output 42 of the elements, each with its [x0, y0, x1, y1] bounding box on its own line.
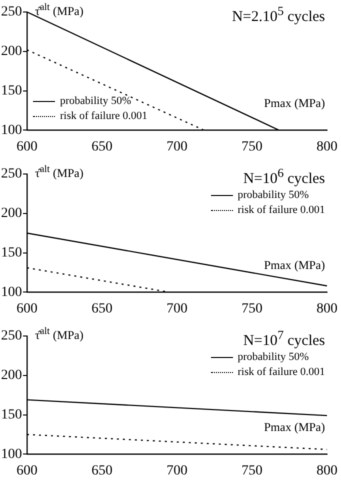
legend-label: risk of failure 0.001 — [238, 203, 325, 218]
y-axis-title: τ̂$^{alt}$ (MPa) — [35, 164, 84, 181]
y-axis-title: τ̂$^{alt}$ (MPa) — [35, 326, 84, 343]
x-tick-label: 600 — [16, 139, 38, 154]
y-tick-label: 200 — [1, 44, 22, 60]
x-tick-label: 700 — [166, 139, 188, 154]
x-tick-label: 800 — [316, 463, 338, 478]
x-tick-label: 750 — [242, 301, 262, 316]
legend-label: probability 50% — [238, 188, 309, 203]
y-tick-label: 150 — [1, 407, 22, 422]
y-tick-label: 200 — [1, 206, 22, 222]
x-tick-label: 650 — [92, 139, 112, 154]
y-tick-label: 200 — [1, 368, 22, 384]
x-tick-label: 650 — [92, 301, 112, 316]
chart-title: N=2.10$^{5}$ cycles — [232, 4, 325, 26]
y-tick-label: 100 — [1, 284, 22, 300]
y-tick-label: 100 — [1, 122, 22, 138]
y-tick-label: 250 — [1, 328, 22, 344]
y-axis-title: τ̂$^{alt}$ (MPa) — [35, 2, 84, 19]
y-tick-label: 150 — [1, 83, 22, 98]
x-tick-label: 800 — [316, 301, 338, 316]
x-tick-label: 800 — [316, 139, 338, 154]
x-axis-title: Pmax (MPa) — [264, 420, 325, 436]
x-tick-label: 600 — [16, 301, 38, 316]
x-tick-label: 700 — [166, 301, 188, 316]
x-tick-label: 750 — [242, 139, 262, 154]
y-tick-label: 100 — [1, 446, 22, 462]
legend-label: probability 50% — [238, 350, 309, 365]
x-axis-title: Pmax (MPa) — [264, 96, 325, 112]
legend-label: risk of failure 0.001 — [238, 365, 325, 380]
legend-label: probability 50% — [60, 94, 132, 110]
chart-title: N=10$^{7}$ cycles — [243, 328, 325, 350]
x-tick-label: 650 — [92, 463, 112, 478]
x-tick-label: 700 — [166, 463, 188, 478]
x-tick-label: 600 — [16, 463, 38, 478]
y-tick-label: 250 — [1, 4, 22, 20]
y-tick-label: 150 — [1, 245, 22, 260]
y-tick-label: 250 — [1, 166, 22, 182]
chart-title: N=10$^{6}$ cycles — [243, 166, 325, 188]
legend-label: risk of failure 0.001 — [60, 109, 148, 124]
x-tick-label: 750 — [242, 463, 262, 478]
x-axis-title: Pmax (MPa) — [264, 258, 325, 274]
